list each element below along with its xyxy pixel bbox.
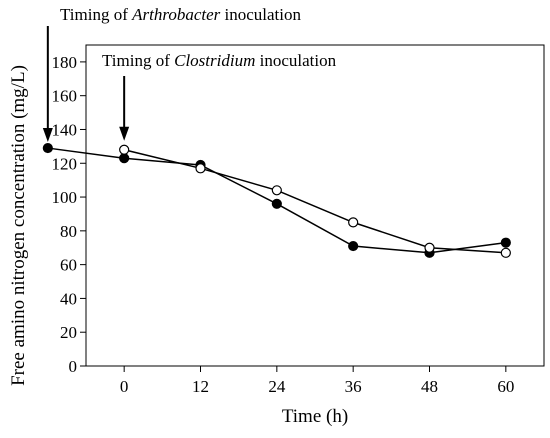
annotations: Timing of Arthrobacter inoculation Timin…: [42, 5, 337, 143]
data-point: [42, 142, 53, 154]
x-tick-label: 0: [120, 377, 129, 396]
series-1: [42, 142, 511, 258]
data-point: [195, 163, 206, 174]
data-point: [348, 240, 359, 252]
x-tick-label: 12: [192, 377, 209, 396]
data-point: [271, 198, 282, 209]
data-point: [119, 144, 130, 155]
y-tick-label: 60: [60, 256, 77, 275]
y-tick-label: 120: [52, 154, 78, 173]
y-tick-label: 40: [60, 289, 77, 308]
y-tick-label: 140: [52, 120, 78, 139]
x-tick-label: 48: [421, 377, 438, 396]
annotation-arthrobacter-inoculation: Timing of Arthrobacter inoculation: [60, 5, 301, 24]
x-tick-label: 60: [497, 377, 514, 396]
y-tick-label: 80: [60, 222, 77, 241]
series-line: [123, 149, 506, 254]
y-tick-label: 180: [52, 53, 78, 72]
arrow-arthrobacter-head: [42, 128, 53, 143]
data-point: [271, 185, 282, 196]
x-tick-label: 24: [268, 377, 286, 396]
x-axis-label: Time (h): [282, 406, 348, 427]
x-tick-label: 36: [345, 377, 362, 396]
series-2: [119, 144, 511, 258]
data-point: [119, 153, 130, 164]
y-tick-label: 160: [52, 87, 78, 106]
data-point: [348, 217, 359, 228]
data-series: [42, 142, 511, 258]
y-tick-label: 20: [60, 323, 77, 342]
annotation-clostridium-inoculation: Timing of Clostridium inoculation: [102, 51, 337, 70]
axis-ticks: 0 20 40 60 80 100 120 140 160 180 0 12 24 36 48 60: [52, 53, 515, 396]
data-point: [424, 242, 435, 253]
data-point: [500, 237, 511, 248]
y-tick-label: 100: [52, 188, 78, 207]
y-tick-label: 0: [69, 357, 78, 376]
arrow-clostridium-head: [119, 126, 130, 141]
data-point: [500, 247, 511, 258]
y-axis-label: Free amino nitrogen concentration (mg/L): [8, 65, 29, 386]
plot-frame: [85, 44, 545, 367]
